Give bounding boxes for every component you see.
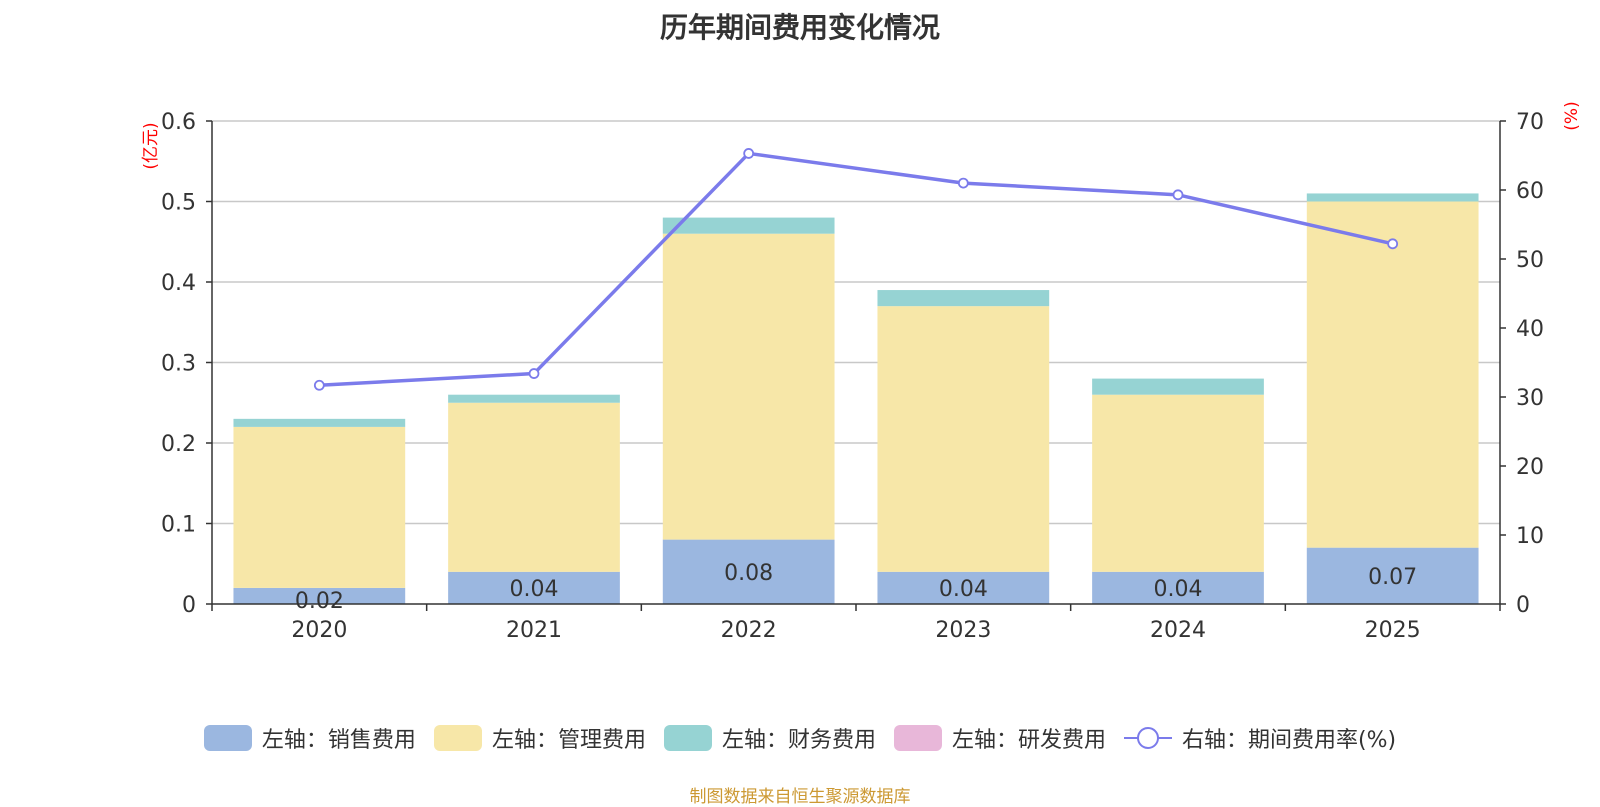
right-axis-tick-label: 10 (1516, 524, 1544, 549)
bar-1-2021 (448, 402, 620, 572)
x-axis-label: 2020 (291, 618, 347, 643)
right-axis-tick-label: 20 (1516, 455, 1544, 480)
rate-point (313, 379, 325, 391)
bar-1-2024 (1092, 394, 1264, 572)
x-axis-label: 2024 (1150, 618, 1206, 643)
bar-0-2024 (1092, 571, 1264, 604)
rate-point (1172, 189, 1184, 201)
bar-2-2025 (1306, 193, 1479, 202)
legend-label-admin: 左轴：管理费用 (491, 728, 646, 753)
left-axis-unit: (亿元) (141, 122, 161, 169)
left-axis-tick-label: 0.1 (161, 513, 196, 538)
x-axis-label: 2023 (935, 618, 991, 643)
bar-0-2020 (233, 587, 406, 604)
x-axis-label: 2025 (1365, 618, 1421, 643)
legend-label-rate: 右轴：期间费用率(%) (1181, 728, 1397, 753)
right-axis-unit: (%) (1562, 101, 1582, 130)
rate-point (957, 177, 969, 189)
legend-item-rnd[interactable]: 左轴：研发费用 (893, 722, 1106, 754)
bar-0-2021 (448, 571, 620, 604)
bar-data-label: 0.07 (1368, 565, 1417, 590)
data-source-note: 制图数据来自恒生聚源数据库 (689, 787, 911, 807)
bar-2-2023 (877, 290, 1050, 307)
x-axis-label: 2021 (506, 618, 562, 643)
bar-data-label: 0.04 (939, 577, 988, 602)
legend-label-finance: 左轴：财务费用 (721, 728, 876, 753)
bar-1-2023 (877, 306, 1050, 572)
left-axis-tick-label: 0.5 (161, 191, 196, 216)
bar-2-2024 (1092, 378, 1264, 395)
right-axis-tick-label: 30 (1516, 386, 1544, 411)
rate-point (743, 148, 755, 159)
legend-item-sales[interactable]: 左轴：销售费用 (203, 722, 416, 754)
legend-line-icon (1123, 727, 1172, 749)
bar-2-2020 (233, 418, 406, 427)
left-axis-tick-label: 0.4 (161, 271, 196, 296)
right-axis-tick-label: 70 (1516, 110, 1544, 135)
legend-swatch-admin (433, 725, 482, 751)
left-axis-tick-label: 0.3 (161, 352, 196, 377)
bar-0-2025 (1306, 547, 1479, 604)
rate-point (528, 368, 540, 379)
bar-2-2022 (662, 217, 835, 234)
rate-point (1387, 238, 1399, 250)
left-axis-tick-label: 0.2 (161, 432, 196, 457)
legend-label-sales: 左轴：销售费用 (261, 728, 416, 753)
bar-0-2023 (877, 571, 1050, 604)
bar-data-label: 0.02 (295, 589, 344, 614)
right-axis-tick-label: 40 (1516, 317, 1544, 342)
bar-1-2022 (662, 233, 835, 540)
legend-item-admin[interactable]: 左轴：管理费用 (433, 722, 646, 754)
right-axis-tick-label: 60 (1516, 179, 1544, 204)
right-axis-tick-label: 50 (1516, 248, 1544, 273)
legend: 左轴：销售费用 左轴：管理费用 左轴：财务费用 左轴：研发费用 右轴：期间费用率… (0, 722, 1600, 754)
left-axis-tick-label: 0.6 (161, 110, 196, 135)
left-axis-tick-label: 0 (182, 593, 196, 618)
bar-0-2022 (662, 539, 835, 604)
legend-item-rate[interactable]: 右轴：期间费用率(%) (1123, 722, 1397, 754)
legend-swatch-finance (663, 725, 712, 751)
legend-swatch-sales (203, 725, 252, 751)
legend-swatch-rnd (893, 725, 942, 751)
right-axis-tick-label: 0 (1516, 593, 1530, 618)
legend-item-finance[interactable]: 左轴：财务费用 (663, 722, 876, 754)
bar-data-label: 0.04 (510, 577, 559, 602)
rate-line (319, 151, 1394, 388)
bar-data-label: 0.08 (724, 561, 773, 586)
bar-1-2020 (233, 426, 406, 588)
chart-title: 历年期间费用变化情况 (659, 11, 940, 44)
bar-data-label: 0.04 (1154, 577, 1203, 602)
legend-label-rnd: 左轴：研发费用 (951, 728, 1106, 753)
x-axis-label: 2022 (721, 618, 777, 643)
chart-area: 0 0.1 0.2 0.3 0.4 0.5 0.6 0 10 20 30 40 50 60 70 (亿元) (%… (141, 101, 1582, 643)
bar-2-2021 (448, 394, 620, 403)
bar-1-2025 (1306, 201, 1479, 548)
